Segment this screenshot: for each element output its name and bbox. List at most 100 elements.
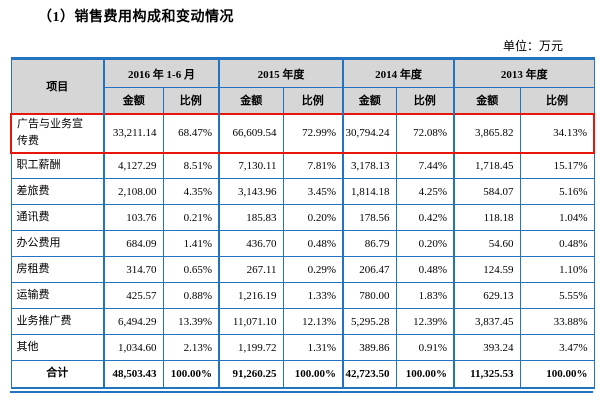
value-cell: 11,071.10 <box>218 308 284 335</box>
table-row: 办公费用 684.09 1.41% 436.70 0.48% 86.79 0.2… <box>10 230 595 257</box>
header-period-2016: 2016 年 1-6 月 <box>102 58 220 88</box>
value-cell: 3,837.45 <box>453 308 521 335</box>
section-title: （1）销售费用构成和变动情况 <box>38 10 234 25</box>
value-cell: 100.00% <box>282 360 344 388</box>
header-period-2014: 2014 年度 <box>342 58 455 88</box>
item-cell: 业务推广费 <box>10 308 105 335</box>
value-cell: 42,723.50 <box>342 360 397 388</box>
value-cell: 100.00% <box>395 360 455 388</box>
item-cell: 差旅费 <box>10 178 105 205</box>
value-cell: 1.41% <box>162 230 220 257</box>
value-cell: 4,127.29 <box>103 152 164 179</box>
value-cell: 178.56 <box>342 204 397 231</box>
table-row-highlighted: 广告与业务宣传费 33,211.14 68.47% 66,609.54 72.9… <box>10 112 596 154</box>
unit-label: 单位：万元 <box>502 39 563 53</box>
table-bottom-rule <box>10 390 593 393</box>
value-cell: 3,178.13 <box>342 152 397 179</box>
value-cell: 0.48% <box>282 230 344 257</box>
value-cell: 1.10% <box>519 256 595 283</box>
header-ratio: 比例 <box>282 87 344 114</box>
value-cell: 5,295.28 <box>342 308 397 335</box>
value-cell: 1,216.19 <box>218 282 284 309</box>
value-cell: 1,718.45 <box>453 152 521 179</box>
header-ratio: 比例 <box>162 87 220 114</box>
value-cell: 629.13 <box>453 282 521 309</box>
value-cell: 780.00 <box>342 282 397 309</box>
header-period-2015: 2015 年度 <box>218 58 344 88</box>
value-cell: 66,609.54 <box>218 112 284 154</box>
value-cell: 6,494.29 <box>103 308 164 335</box>
value-cell: 11,325.53 <box>453 360 521 388</box>
table-row: 业务推广费 6,494.29 13.39% 11,071.10 12.13% 5… <box>10 308 595 335</box>
value-cell: 15.17% <box>519 152 595 179</box>
value-cell: 124.59 <box>453 256 521 283</box>
header-amount: 金额 <box>218 87 284 114</box>
value-cell: 0.88% <box>162 282 220 309</box>
value-cell: 0.91% <box>395 334 455 361</box>
header-row-subs: 金额 比例 金额 比例 金额 比例 金额 比例 <box>11 87 595 114</box>
value-cell: 3,865.82 <box>453 112 521 154</box>
header-item: 项目 <box>10 58 105 114</box>
item-cell: 运输费 <box>10 282 105 309</box>
table-row-total: 合计 48,503.43 100.00% 91,260.25 100.00% 4… <box>10 360 595 388</box>
header-amount: 金额 <box>103 87 164 114</box>
value-cell: 86.79 <box>342 230 397 257</box>
value-cell: 3,143.96 <box>218 178 284 205</box>
value-cell: 48,503.43 <box>103 360 164 388</box>
table-row: 职工薪酬 4,127.29 8.51% 7,130.11 7.81% 3,178… <box>10 152 595 179</box>
value-cell: 2,108.00 <box>103 178 164 205</box>
header-row-periods: 项目 2016 年 1-6 月 2015 年度 2014 年度 2013 年度 <box>10 58 595 114</box>
item-cell: 房租费 <box>10 256 105 283</box>
item-cell: 合计 <box>10 360 105 388</box>
value-cell: 4.35% <box>162 178 220 205</box>
value-cell: 1,034.60 <box>103 334 164 361</box>
value-cell: 0.65% <box>162 256 220 283</box>
value-cell: 7.44% <box>395 152 455 179</box>
item-cell: 职工薪酬 <box>10 152 105 179</box>
value-cell: 12.39% <box>395 308 455 335</box>
value-cell: 54.60 <box>453 230 521 257</box>
value-cell: 1.33% <box>282 282 344 309</box>
value-cell: 5.55% <box>519 282 595 309</box>
value-cell: 72.99% <box>282 112 344 154</box>
value-cell: 1.31% <box>282 334 344 361</box>
table-body: 广告与业务宣传费 33,211.14 68.47% 66,609.54 72.9… <box>10 112 596 388</box>
value-cell: 100.00% <box>162 360 220 388</box>
value-cell: 314.70 <box>103 256 164 283</box>
header-amount: 金额 <box>453 87 521 114</box>
expense-table-container: 项目 2016 年 1-6 月 2015 年度 2014 年度 2013 年度 … <box>10 57 596 393</box>
value-cell: 0.48% <box>519 230 595 257</box>
value-cell: 72.08% <box>395 112 455 154</box>
value-cell: 185.83 <box>218 204 284 231</box>
item-cell: 办公费用 <box>10 230 105 257</box>
sales-expense-table: 项目 2016 年 1-6 月 2015 年度 2014 年度 2013 年度 … <box>10 57 596 389</box>
value-cell: 103.76 <box>103 204 164 231</box>
value-cell: 100.00% <box>519 360 595 388</box>
value-cell: 0.21% <box>162 204 220 231</box>
value-cell: 393.24 <box>453 334 521 361</box>
item-cell: 广告与业务宣传费 <box>10 112 105 154</box>
table-row: 运输费 425.57 0.88% 1,216.19 1.33% 780.00 1… <box>10 282 595 309</box>
value-cell: 684.09 <box>103 230 164 257</box>
value-cell: 12.13% <box>282 308 344 335</box>
value-cell: 4.25% <box>395 178 455 205</box>
header-ratio: 比例 <box>519 87 595 114</box>
value-cell: 0.48% <box>395 256 455 283</box>
value-cell: 30,794.24 <box>342 112 397 154</box>
table-header: 项目 2016 年 1-6 月 2015 年度 2014 年度 2013 年度 … <box>10 58 595 114</box>
item-cell: 通讯费 <box>10 204 105 231</box>
value-cell: 7.81% <box>282 152 344 179</box>
value-cell: 3.45% <box>282 178 344 205</box>
value-cell: 8.51% <box>162 152 220 179</box>
value-cell: 1,199.72 <box>218 334 284 361</box>
item-cell: 其他 <box>10 334 105 361</box>
value-cell: 389.86 <box>342 334 397 361</box>
value-cell: 13.39% <box>162 308 220 335</box>
value-cell: 0.20% <box>282 204 344 231</box>
table-row: 房租费 314.70 0.65% 267.11 0.29% 206.47 0.4… <box>10 256 595 283</box>
value-cell: 5.16% <box>519 178 595 205</box>
table-row: 其他 1,034.60 2.13% 1,199.72 1.31% 389.86 … <box>10 334 595 361</box>
value-cell: 2.13% <box>162 334 220 361</box>
value-cell: 7,130.11 <box>218 152 284 179</box>
table-row: 通讯费 103.76 0.21% 185.83 0.20% 178.56 0.4… <box>10 204 595 231</box>
